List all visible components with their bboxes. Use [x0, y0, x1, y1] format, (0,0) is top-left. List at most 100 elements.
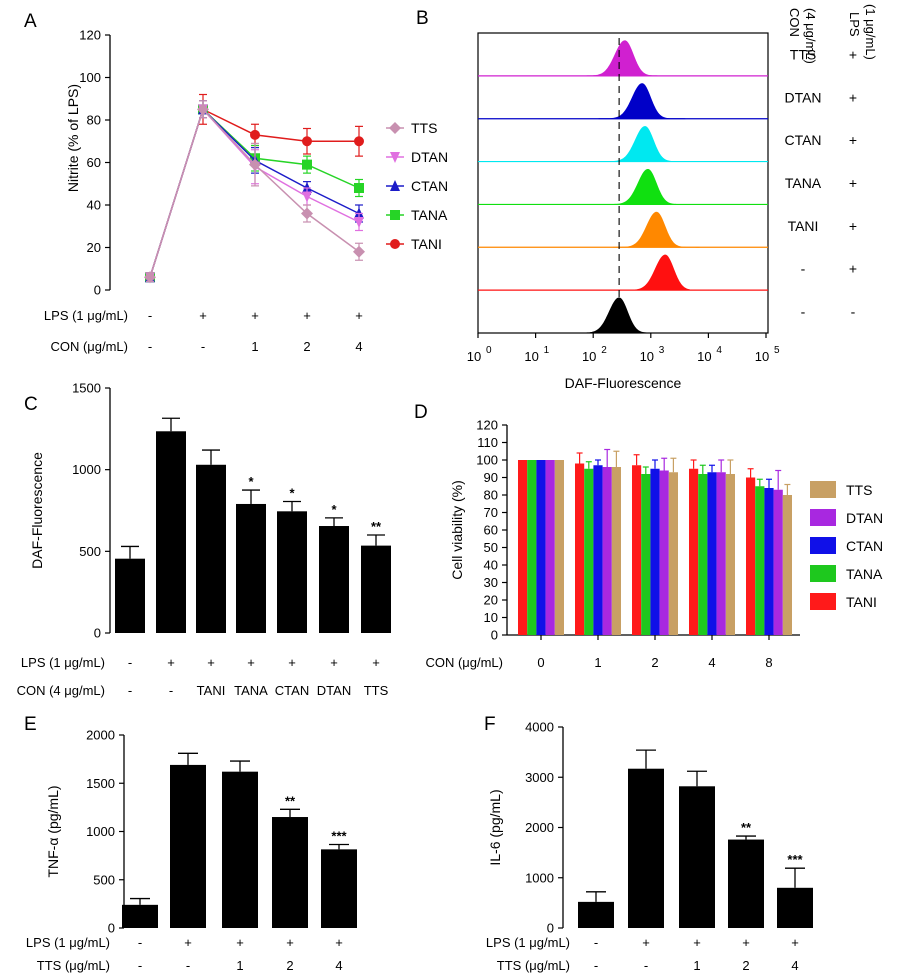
panel-c-row-value: +	[372, 655, 380, 670]
panel-e-y-tick-label: 500	[93, 872, 115, 887]
panel-d-legend-label: TANI	[846, 594, 877, 610]
panel-c-row-value: +	[207, 655, 215, 670]
panel-d-bar-tani	[632, 465, 642, 635]
panel-d-x-axis-title: CON (μg/mL)	[425, 655, 503, 670]
panel-f-y-tick-label: 2000	[525, 820, 554, 835]
panel-d-bar-dtan	[716, 472, 726, 635]
panel-d-y-axis-title: Cell viability (%)	[449, 480, 465, 580]
panel-b-col-header-con-line2: (4 μg/mL)	[803, 8, 818, 64]
panel-f-bar	[628, 768, 664, 928]
panel-d-bar-ctan	[536, 460, 546, 635]
panel-c-row-value: DTAN	[317, 683, 351, 698]
panel-d-y-tick-label: 80	[484, 488, 498, 503]
panel-f-row-value: 4	[791, 958, 798, 973]
panel-e-bar	[170, 764, 206, 928]
panel-d-legend-swatch	[810, 537, 836, 554]
panel-e-y-tick-label: 1000	[86, 824, 115, 839]
panel-d-y-tick-label: 90	[484, 470, 498, 485]
panel-d-bar-tani	[689, 468, 699, 635]
panel-a-row-value: 1	[251, 339, 258, 354]
panel-a-legend-label: DTAN	[411, 149, 448, 165]
panel-f-row-label: LPS (1 μg/mL)	[486, 935, 570, 950]
panel-e-row-value: -	[138, 958, 142, 973]
panel-letter-a: A	[24, 11, 37, 32]
panel-d-bar-dtan	[545, 460, 555, 635]
panel-letter-b: B	[416, 8, 429, 29]
panel-d-legend-swatch	[810, 565, 836, 582]
panel-d-legend-swatch	[810, 593, 836, 610]
panel-d-x-tick-label: 0	[537, 655, 544, 670]
panel-d-y-tick-label: 0	[491, 628, 498, 643]
panel-c-row-value: +	[247, 655, 255, 670]
panel-f-significance-mark: ***	[787, 852, 803, 867]
panel-a-y-tick-label: 20	[87, 240, 101, 255]
panel-a-legend-label: TANA	[411, 207, 448, 223]
panel-e-significance-mark: ***	[331, 829, 347, 844]
panel-b-x-tick-base: 10	[524, 349, 538, 364]
panel-d-y-tick-label: 110	[477, 435, 498, 450]
panel-b-flow-histograms: TTS + DTAN + CTAN + TANA + TANI + - + - - 10 0 10 1 10 2 10 3…	[467, 4, 878, 391]
panel-a-legend-marker	[390, 180, 400, 191]
panel-e-row-value: -	[186, 958, 190, 973]
panel-f-row-label: TTS (μg/mL)	[497, 958, 570, 973]
panel-b-col-header-con: CON	[787, 8, 802, 37]
panel-c-y-tick-label: 1000	[72, 462, 101, 477]
panel-c-row-value: -	[169, 683, 173, 698]
panel-e-y-axis-title: TNF-α (pg/mL)	[45, 785, 61, 877]
panel-c-significance-mark: **	[371, 519, 382, 534]
panel-a-legend-marker	[390, 210, 400, 220]
panel-e-row-label: LPS (1 μg/mL)	[26, 935, 110, 950]
panel-d-bar-tts	[611, 467, 621, 635]
panel-b-x-tick-base: 10	[640, 349, 654, 364]
panel-a-legend-marker	[389, 122, 401, 134]
panel-e-row-value: -	[138, 935, 142, 950]
panel-b-con-label: TTS	[790, 46, 816, 62]
panel-c-y-axis-title: DAF-Fluorescence	[29, 452, 45, 569]
panel-a-nitrite-line-chart: 0 20 40 60 80 100 120 Nitrite (% of LPS) TTS DTAN…	[44, 28, 448, 355]
panel-b-con-label: -	[801, 261, 806, 277]
panel-b-lps-label: +	[849, 46, 857, 62]
panel-a-row-value: +	[303, 308, 311, 323]
panel-a-point-tts	[197, 103, 209, 116]
panel-d-bar-dtan	[773, 489, 783, 635]
panel-d-legend-label: CTAN	[846, 538, 883, 554]
panel-d-bar-tana	[527, 460, 537, 635]
panel-f-row-value: +	[742, 935, 750, 950]
panel-a-point-tts	[249, 158, 261, 171]
panel-c-bar	[319, 526, 349, 633]
panel-c-row-value: +	[288, 655, 296, 670]
panel-d-legend-label: DTAN	[846, 510, 883, 526]
panel-a-row-value: -	[148, 308, 152, 323]
panel-c-row-value: +	[330, 655, 338, 670]
panel-a-y-tick-label: 80	[87, 113, 101, 128]
panel-a-point-tts	[353, 245, 365, 258]
panel-d-bar-tana	[641, 474, 651, 635]
panel-b-lps-label: +	[849, 175, 857, 191]
panel-a-row-value: +	[251, 308, 259, 323]
panel-e-row-value: 2	[286, 958, 293, 973]
panel-c-bar	[236, 503, 266, 633]
panel-a-row-value: -	[201, 339, 205, 354]
panel-b-lps-label: +	[849, 132, 857, 148]
panel-e-row-label: TTS (μg/mL)	[37, 958, 110, 973]
panel-a-point-tts	[301, 207, 313, 220]
panel-a-y-axis-title: Nitrite (% of LPS)	[65, 84, 81, 192]
panel-a-row-label: LPS (1 μg/mL)	[44, 308, 128, 323]
panel-d-legend-label: TANA	[846, 566, 883, 582]
panel-f-y-tick-label: 0	[547, 921, 554, 936]
panel-d-bar-tana	[755, 486, 765, 635]
panel-a-y-tick-label: 40	[87, 198, 101, 213]
panel-d-y-tick-label: 120	[476, 418, 498, 433]
panel-c-y-tick-label: 0	[94, 626, 101, 641]
panel-a-row-value: 2	[303, 339, 310, 354]
panel-d-bar-tana	[698, 474, 708, 635]
panel-d-y-tick-label: 70	[484, 505, 498, 520]
panel-a-row-label: CON (μg/mL)	[50, 339, 128, 354]
panel-a-row-value: +	[355, 308, 363, 323]
panel-f-bar	[777, 887, 813, 928]
panel-c-bar	[115, 558, 145, 633]
panel-f-y-axis-title: IL-6 (pg/mL)	[487, 789, 503, 865]
panel-b-histogram-peak	[598, 83, 686, 120]
